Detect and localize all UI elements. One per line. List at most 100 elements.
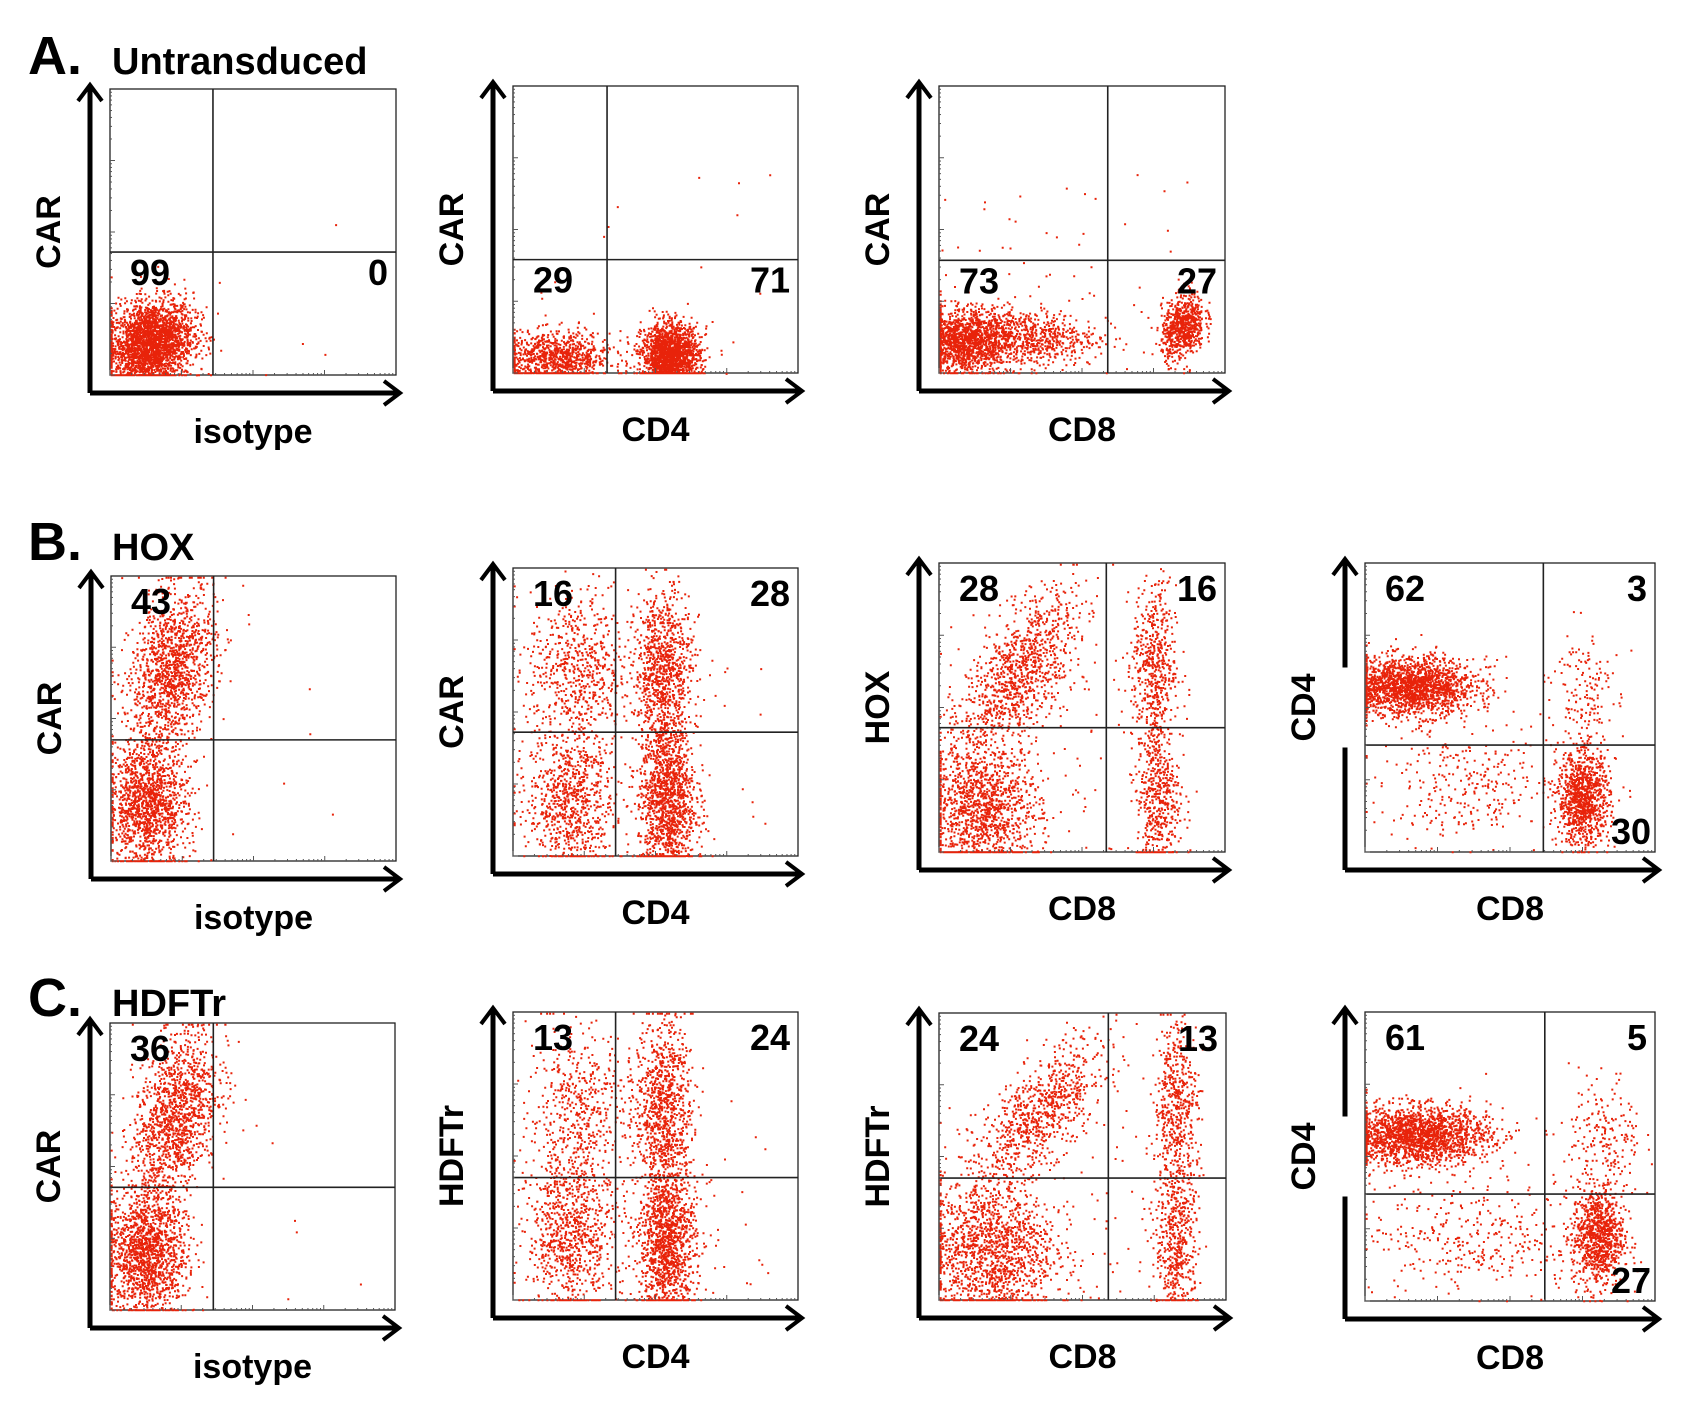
event-dots bbox=[110, 224, 338, 377]
y-axis-label: HDFTr bbox=[433, 1105, 471, 1207]
x-arrowhead-icon bbox=[381, 1314, 403, 1342]
axis-ticks bbox=[109, 1025, 393, 1311]
y-arrowhead-icon bbox=[77, 568, 105, 590]
axis-ticks bbox=[1364, 565, 1653, 853]
quadrant-percent-ur: 28 bbox=[750, 573, 790, 614]
x-axis-label: isotype bbox=[193, 1348, 312, 1386]
x-arrowhead-icon bbox=[784, 860, 806, 888]
y-arrowhead-icon bbox=[1331, 555, 1359, 577]
quadrant-percent-ur: 16 bbox=[1177, 568, 1217, 609]
x-arrowhead-icon bbox=[1211, 856, 1233, 884]
y-axis-label: CAR bbox=[433, 675, 471, 749]
x-axis-label: CD8 bbox=[1476, 890, 1544, 928]
quadrant-percent-lr: 0 bbox=[368, 252, 388, 293]
quadrant-percent-ur: 24 bbox=[750, 1017, 790, 1058]
x-arrowhead-icon bbox=[1211, 377, 1233, 405]
section-title-hdftr: HDFTr bbox=[112, 983, 226, 1025]
event-dots bbox=[939, 563, 1198, 854]
quadrant-percent-lr: 30 bbox=[1611, 811, 1651, 852]
section-title-hox: HOX bbox=[112, 527, 195, 569]
axis-ticks bbox=[1364, 1014, 1653, 1302]
section-b-header: B. HOX bbox=[28, 512, 195, 572]
x-arrowhead-icon bbox=[1212, 1304, 1234, 1332]
x-arrowhead-icon bbox=[784, 377, 806, 405]
section-letter-a: A. bbox=[28, 26, 82, 86]
y-axis-label: HOX bbox=[859, 670, 897, 744]
section-a-header: A. Untransduced bbox=[28, 26, 367, 86]
x-axis-label: CD4 bbox=[621, 1338, 689, 1376]
panel-c3: CD8 HDFTr 24 13 bbox=[859, 1005, 1234, 1376]
quadrant-percent-ll: 29 bbox=[533, 260, 573, 301]
x-axis-label: CD8 bbox=[1048, 890, 1116, 928]
panel-c1: isotype CAR 36 bbox=[30, 1015, 403, 1386]
scatter-points bbox=[939, 563, 1198, 854]
x-axis-label: CD4 bbox=[621, 411, 689, 449]
quadrant-percent-ul: 62 bbox=[1385, 568, 1425, 609]
y-arrowhead-icon bbox=[905, 555, 933, 577]
x-axis-label: isotype bbox=[193, 413, 312, 451]
axis-ticks bbox=[938, 1015, 1224, 1301]
panel-a1: isotype CAR 99 0 bbox=[30, 81, 404, 451]
quadrant-percent-ur: 13 bbox=[1178, 1018, 1218, 1059]
quadrant-percent-lr: 27 bbox=[1611, 1260, 1651, 1301]
y-arrowhead-icon bbox=[479, 78, 507, 100]
y-axis-label: CAR bbox=[30, 1130, 68, 1204]
event-dots bbox=[939, 174, 1212, 375]
y-axis-label: CAR bbox=[30, 195, 68, 269]
y-arrowhead-icon bbox=[1331, 1004, 1359, 1026]
panel-b4: CD8 CD4 62 3 30 bbox=[1285, 555, 1663, 928]
y-arrowhead-icon bbox=[76, 81, 104, 103]
x-axis-label: CD8 bbox=[1048, 411, 1116, 449]
y-arrowhead-icon bbox=[905, 78, 933, 100]
event-dots bbox=[110, 1023, 362, 1312]
axis-ticks bbox=[512, 570, 796, 857]
axis-ticks bbox=[512, 88, 796, 374]
y-axis-label: CAR bbox=[433, 193, 471, 267]
section-letter-b: B. bbox=[28, 512, 82, 572]
x-arrowhead-icon bbox=[382, 379, 404, 407]
panel-b2: CD4 CAR 16 28 bbox=[433, 560, 806, 932]
x-axis-label: CD8 bbox=[1476, 1339, 1544, 1377]
event-dots bbox=[1365, 1062, 1653, 1303]
quadrant-percent-ur: 3 bbox=[1627, 568, 1647, 609]
panel-a3: CD8 CAR 73 27 bbox=[859, 78, 1233, 449]
panel-b3: CD8 HOX 28 16 bbox=[859, 555, 1233, 928]
scatter-points bbox=[939, 1013, 1208, 1302]
quadrant-percent-ll: 99 bbox=[130, 252, 170, 293]
x-axis-label: isotype bbox=[194, 899, 313, 937]
y-axis-label: HDFTr bbox=[859, 1106, 897, 1208]
quadrant-percent-ul: 16 bbox=[533, 573, 573, 614]
x-axis-label: CD8 bbox=[1048, 1338, 1116, 1376]
axis-ticks bbox=[109, 91, 394, 376]
quadrant-percent-ul: 43 bbox=[131, 581, 171, 622]
section-c-header: C. HDFTr bbox=[28, 968, 226, 1028]
y-arrowhead-icon bbox=[76, 1015, 104, 1037]
quadrant-percent-ul: 28 bbox=[959, 568, 999, 609]
scatter-points bbox=[1365, 1062, 1653, 1303]
axis-ticks bbox=[512, 1014, 796, 1301]
scatter-points bbox=[1365, 611, 1633, 854]
y-arrowhead-icon bbox=[479, 1004, 507, 1026]
event-dots bbox=[939, 1013, 1208, 1302]
quadrant-percent-ul: 24 bbox=[959, 1018, 999, 1059]
y-axis-label: CD4 bbox=[1285, 673, 1323, 741]
x-arrowhead-icon bbox=[1641, 856, 1663, 884]
y-arrowhead-icon bbox=[905, 1005, 933, 1027]
event-dots bbox=[1365, 611, 1633, 854]
quadrant-percent-ur: 5 bbox=[1627, 1017, 1647, 1058]
quadrant-percent-ul: 36 bbox=[130, 1028, 170, 1069]
panel-b1: isotype CAR 43 bbox=[31, 568, 404, 937]
panel-a2: CD4 CAR 29 71 bbox=[433, 78, 806, 449]
scatter-points bbox=[110, 1023, 362, 1312]
section-letter-c: C. bbox=[28, 968, 82, 1028]
x-axis-label: CD4 bbox=[621, 894, 689, 932]
quadrant-percent-lr: 27 bbox=[1177, 260, 1217, 301]
y-arrowhead-icon bbox=[479, 560, 507, 582]
scatter-points bbox=[110, 224, 338, 377]
plot-panels: isotype CAR 99 0 CD4 CAR 29 71 CD8 CAR 73 27 isotype… bbox=[30, 78, 1663, 1386]
panel-c4: CD8 CD4 61 5 27 bbox=[1285, 1004, 1663, 1377]
y-axis-label: CAR bbox=[859, 193, 897, 267]
x-arrowhead-icon bbox=[382, 865, 404, 893]
axis-ticks bbox=[938, 565, 1223, 853]
